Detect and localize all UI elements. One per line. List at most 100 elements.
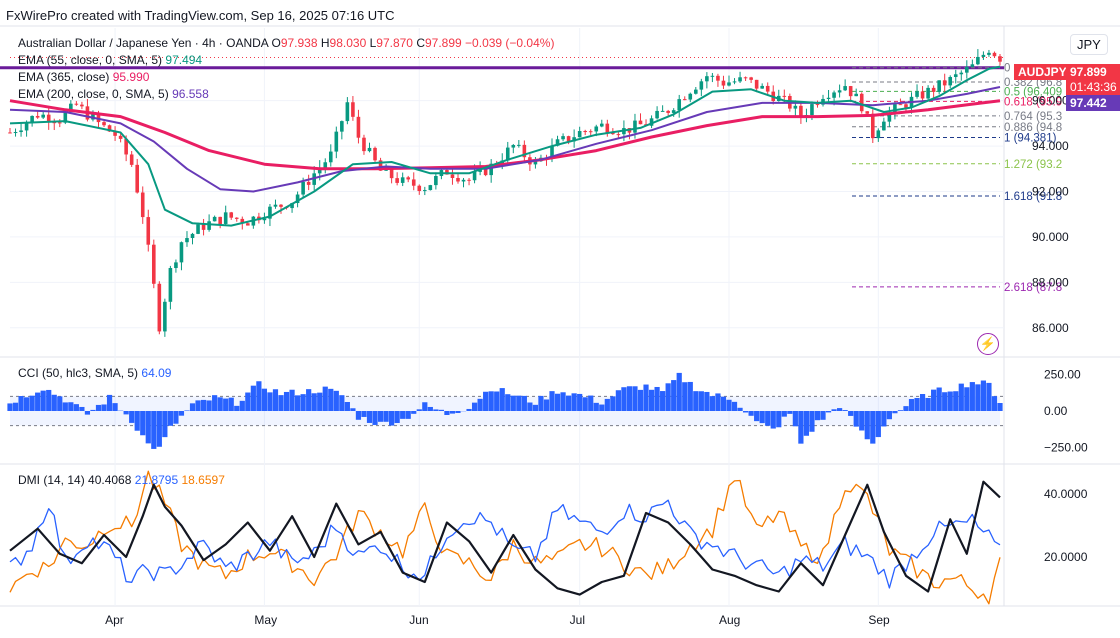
lightning-icon[interactable]: ⚡ [977, 333, 999, 355]
cci-bar [178, 411, 185, 416]
cci-bar [68, 402, 74, 411]
price-tick-label: 86.000 [1032, 321, 1069, 335]
candle-body [118, 135, 123, 139]
cci-bar [129, 411, 135, 423]
cci-bar [798, 411, 804, 444]
cci-bar [704, 391, 710, 411]
low-label: L [369, 36, 377, 50]
open-label: O [271, 36, 281, 50]
cci-bar [925, 398, 931, 411]
dmi-legend[interactable]: DMI (14, 14) 40.4068 21.8795 18.6597 [18, 473, 225, 487]
candle-body [743, 77, 748, 79]
candle-body [754, 79, 759, 89]
candle-body [577, 131, 582, 138]
cci-bar [969, 382, 975, 411]
cci-bar [842, 410, 848, 411]
dmi-label: DMI (14, 14) [18, 473, 85, 487]
cci-bar [228, 397, 234, 411]
ema365-line [9, 99, 1001, 171]
ema55-legend[interactable]: EMA (55, close, 0, SMA, 5) 97.494 [18, 53, 202, 67]
cci-bar [765, 411, 771, 426]
attribution-text: FxWirePro created with TradingView.com, … [6, 8, 395, 23]
candle-body [970, 64, 975, 67]
candle-body [35, 115, 40, 118]
cci-bar [416, 409, 422, 411]
cci-bar [820, 411, 826, 420]
candle-body [566, 136, 571, 142]
cci-bar [438, 409, 444, 411]
fib-level-label: 0 [1004, 63, 1010, 75]
low-value: 97.870 [376, 36, 413, 50]
currency-label[interactable]: JPY [1070, 34, 1108, 55]
cci-bar [660, 391, 666, 411]
candle-body [124, 138, 128, 155]
candle-body [378, 160, 383, 171]
candle-body [505, 147, 510, 161]
cci-bar [604, 398, 610, 411]
cci-bar [964, 387, 970, 411]
candle-body [472, 171, 477, 181]
cci-legend[interactable]: CCI (50, hlc3, SMA, 5) 64.09 [18, 366, 171, 380]
candle-body [633, 120, 637, 133]
candle-body [201, 224, 206, 230]
cci-bar [626, 386, 633, 411]
cci-bar [837, 408, 843, 411]
cci-bar [377, 411, 384, 422]
cci-bar [588, 395, 594, 411]
candle-body [306, 181, 311, 185]
time-tick-label: Jul [570, 613, 585, 627]
candle-body [727, 82, 731, 86]
candle-body [151, 244, 156, 284]
cci-bar [355, 411, 362, 420]
cci-bar [488, 391, 494, 411]
candle-body [555, 139, 560, 146]
candle-body [611, 133, 615, 135]
cci-bar [886, 411, 892, 420]
candle-body [301, 181, 305, 195]
cci-bar [671, 380, 677, 411]
candle-body [981, 54, 986, 57]
candle-body [976, 56, 980, 65]
cci-bar [84, 411, 91, 415]
fib-level-label: 2.618 (87.8 [1004, 282, 1062, 294]
price-tick-label: 94.000 [1032, 139, 1069, 153]
candle-body [511, 145, 516, 148]
candle-body [738, 77, 742, 82]
candle-body [13, 132, 18, 134]
candle-body [80, 104, 84, 107]
cci-bar [908, 399, 915, 411]
candle-body [942, 80, 947, 86]
minus-di-line [9, 470, 1001, 605]
candle-body [218, 216, 222, 224]
price-tick-label: 92.000 [1032, 185, 1069, 199]
fib-level-label: 0.382 (96.8 [1004, 77, 1062, 89]
candle-body [46, 114, 51, 123]
cci-bar [532, 404, 539, 411]
candle-body [102, 122, 106, 126]
cci-bar [698, 391, 704, 411]
cci-bar [101, 404, 107, 411]
candle-body [157, 283, 162, 332]
time-tick-label: Aug [719, 613, 740, 627]
cci-bar [781, 411, 787, 417]
candle-body [893, 104, 897, 113]
minus-di-value: 18.6597 [181, 473, 225, 487]
price-tick-label: 90.000 [1032, 230, 1069, 244]
fib-level-label: 0.886 (94.8 [1004, 122, 1062, 134]
cci-bar [543, 399, 550, 411]
candle-body [373, 147, 377, 161]
cci-bar [350, 408, 356, 411]
cci-bar [145, 411, 151, 444]
countdown-tag: 01:43:36 [1066, 79, 1120, 95]
candle-body [649, 118, 654, 126]
candle-body [953, 74, 958, 77]
candle-body [351, 102, 355, 117]
ema365-legend[interactable]: EMA (365, close) 95.990 [18, 70, 149, 84]
candle-body [533, 161, 538, 165]
symbol-tag: AUDJPY [1014, 64, 1071, 80]
ema200-legend[interactable]: EMA (200, close, 0, SMA, 5) 96.558 [18, 87, 209, 101]
candle-body [561, 136, 565, 140]
cci-bar [311, 393, 317, 411]
